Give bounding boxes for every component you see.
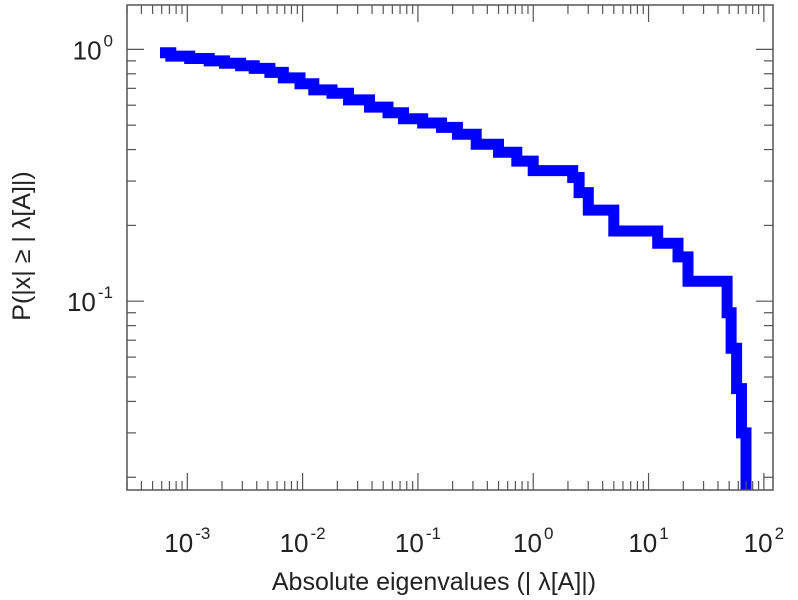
x-tick-label: 10 1 (628, 524, 668, 558)
x-tick-label: 10 0 (513, 524, 553, 558)
series-layer (160, 47, 752, 490)
x-tick-label: 10 2 (744, 524, 784, 558)
y-axis-label: P(|x| ≥ | λ[A]|) (8, 171, 36, 320)
tick-marks (126, 5, 773, 490)
x-tick-label: 10 -2 (280, 524, 326, 558)
plot-frame (126, 4, 774, 491)
y-tick-label: 10 -1 (67, 283, 113, 317)
x-axis-label: Absolute eigenvalues (| λ[A]|) (272, 568, 596, 596)
y-tick-label: 10 0 (73, 31, 113, 65)
x-tick-label: 10 -3 (164, 524, 210, 558)
series-line-0 (160, 47, 752, 490)
tick-labels: 10 -3 10 -2 10 -1 10 0 10 1 10 2 10 -1 10 0 (67, 31, 784, 558)
x-tick-label: 10 -1 (395, 524, 441, 558)
